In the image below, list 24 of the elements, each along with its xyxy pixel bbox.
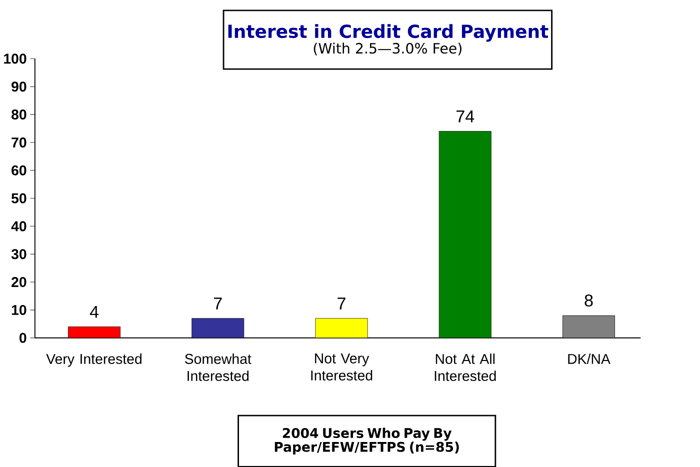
y-tick-label: 60 bbox=[12, 165, 26, 176]
x-tick-label: Not At All Interested bbox=[434, 353, 496, 381]
data-label: 7 bbox=[214, 297, 222, 310]
data-label: 4 bbox=[90, 306, 98, 318]
data-label: 8 bbox=[584, 294, 593, 306]
y-tick-label: 0 bbox=[20, 332, 26, 343]
y-tick-label: 90 bbox=[12, 81, 26, 92]
x-tick-label: Very Interested bbox=[46, 353, 142, 367]
x-axis-title: 2004 Users Who Pay By Paper/EFW/EFTPS (n=85) bbox=[274, 428, 459, 454]
chart-subtitle: (With 2.5—3.0% Fee) bbox=[314, 42, 462, 56]
y-tick-label: 50 bbox=[11, 193, 26, 204]
y-tick-label: 80 bbox=[11, 109, 26, 120]
y-tick-label: 30 bbox=[11, 248, 26, 259]
y-tick-label: 70 bbox=[12, 137, 26, 148]
y-tick-label: 40 bbox=[11, 220, 26, 232]
y-tick-label: 20 bbox=[12, 276, 26, 287]
data-label: 74 bbox=[456, 110, 474, 122]
y-tick-label: 10 bbox=[12, 304, 26, 315]
chart-title: Interest in Credit Card Payment bbox=[228, 24, 548, 42]
x-tick-label: DK/NA bbox=[568, 353, 610, 364]
data-label: 7 bbox=[338, 297, 346, 310]
x-tick-label: Not Very Interested bbox=[311, 353, 372, 380]
x-tick-label: Somewhat Interested bbox=[184, 353, 252, 381]
y-tick-label: 100 bbox=[4, 53, 26, 64]
